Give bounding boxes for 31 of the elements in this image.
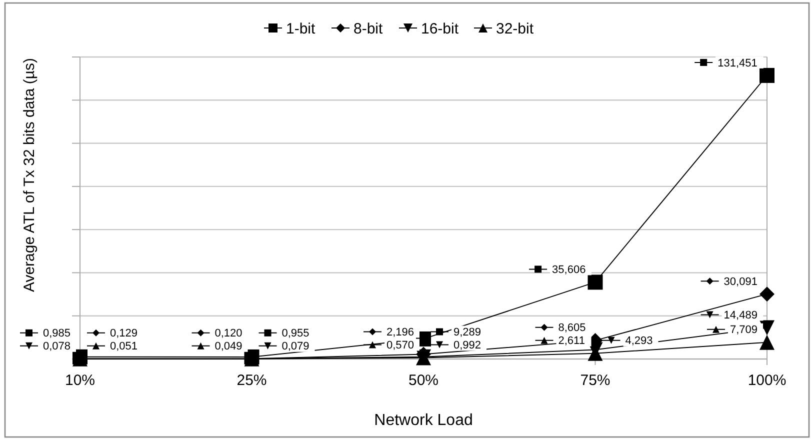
data-label: 131,451 [718,57,758,70]
legend-label: 1-bit [286,20,316,38]
y-axis-title: Average ATL of Tx 32 bits data (µs) [21,58,38,292]
data-label: 35,606 [552,264,586,276]
data-label: 8,605 [558,322,586,334]
data-label: 0,078 [43,340,71,353]
data-label: 0,570 [386,340,414,352]
data-label: 0,992 [454,340,482,352]
data-label: 0,129 [110,328,138,340]
data-label: 2,611 [558,335,585,348]
legend-label: 8-bit [354,20,384,38]
legend-label: 32-bit [496,20,534,38]
x-tick-label: 75% [580,372,610,389]
x-tick-label: 10% [64,372,96,389]
data-label: 0,120 [214,328,242,340]
data-label: 30,091 [724,276,758,288]
data-label: 0,049 [214,340,242,353]
data-label: 14,489 [724,310,758,322]
x-tick-label: 25% [236,372,267,389]
data-label: 0,955 [282,328,310,340]
data-label: 2,196 [386,326,414,339]
x-tick-label: 50% [408,372,439,389]
x-axis-title: Network Load [374,412,473,429]
data-label: 9,289 [454,326,482,339]
data-label: 0,079 [282,340,310,353]
data-label: 7,709 [730,324,758,336]
data-label: 4,293 [625,335,653,348]
legend-label: 16-bit [421,20,460,38]
x-tick-label: 100% [748,372,786,389]
data-label: 0,051 [110,340,138,353]
data-label: 0,985 [43,328,71,340]
